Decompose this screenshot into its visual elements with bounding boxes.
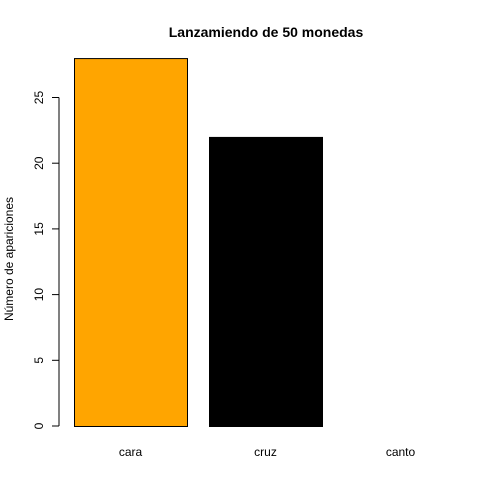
y-axis-title: Número de apariciones	[2, 197, 16, 321]
bar-cara	[74, 58, 188, 428]
y-tick-label: 10	[32, 288, 46, 302]
y-tick-label: 5	[32, 357, 46, 364]
y-tick-label: 0	[32, 422, 46, 429]
y-tick-label: 25	[32, 91, 46, 105]
y-axis: 0 5 10 15 20 25	[32, 91, 60, 429]
y-tick-label: 20	[32, 156, 46, 170]
x-category-label: canto	[386, 445, 416, 459]
x-category-label: cruz	[254, 445, 277, 459]
bars	[74, 58, 323, 428]
x-axis-labels: cara cruz canto	[119, 445, 416, 459]
chart-title: Lanzamiendo de 50 monedas	[169, 24, 364, 40]
x-category-label: cara	[119, 445, 143, 459]
y-tick-label: 15	[32, 222, 46, 236]
bar-cruz	[209, 136, 323, 427]
